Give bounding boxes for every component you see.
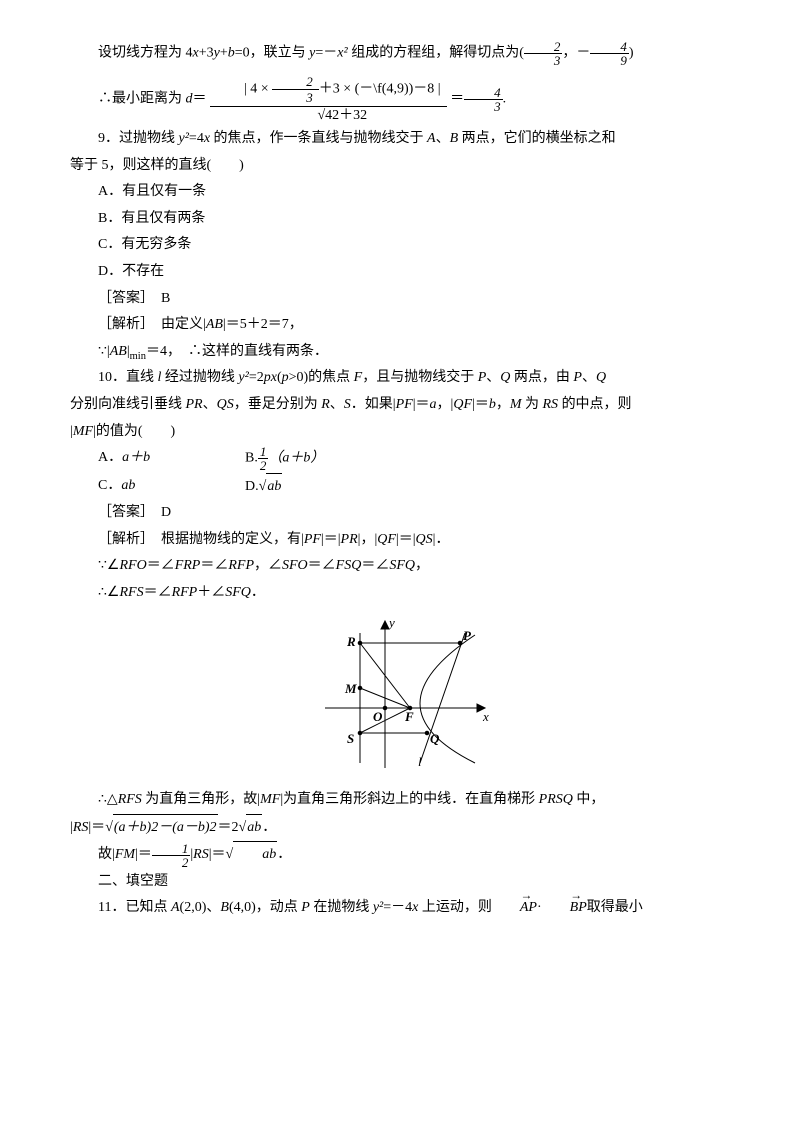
body-line: 设切线方程为 4x+3y+b=0，联立与 y=－x² 组成的方程组，解得切点为(…: [70, 40, 730, 67]
text: ，－: [562, 46, 590, 61]
text: ＝: [450, 92, 464, 107]
svg-text:F: F: [404, 709, 414, 724]
text: =0，联立与: [235, 46, 309, 61]
solution-line: ∵∠RFO＝∠FRP＝∠RFP，∠SFO＝∠FSQ＝∠SFQ，: [70, 553, 730, 580]
fraction: 23: [524, 40, 563, 67]
big-fraction: | 4 × 23＋3 × (－\f(4,9))－8 | √42＋32: [210, 73, 447, 126]
document-page: 设切线方程为 4x+3y+b=0，联立与 y=－x² 组成的方程组，解得切点为(…: [0, 0, 800, 1132]
option-a: A．有且仅有一条: [70, 179, 730, 206]
option-b: B．有且仅有两条: [70, 206, 730, 233]
options-row-2: C．ab D.√ab: [70, 473, 730, 501]
solution-line: ［解析］ 根据抛物线的定义，有|PF|＝|PR|，|QF|＝|QS|．: [70, 527, 730, 554]
question-9-cont: 等于 5，则这样的直线( ): [70, 153, 730, 180]
option-d: D．不存在: [70, 259, 730, 286]
options-row-1: A．a＋b B.12（a＋b）: [70, 445, 730, 472]
fraction: 43: [464, 86, 503, 113]
var: d: [186, 92, 193, 107]
text: 组成的方程组，解得切点为(: [348, 46, 524, 61]
answer: ［答案］ B: [70, 286, 730, 313]
question-10: 10．直线 l 经过抛物线 y²=2px(p>0)的焦点 F，且与抛物线交于 P…: [70, 365, 730, 392]
question-10-cont: |MF|的值为( ): [70, 419, 730, 446]
text: 设切线方程为 4: [98, 46, 193, 61]
var: x²: [337, 46, 347, 61]
svg-text:P: P: [463, 628, 472, 643]
svg-text:M: M: [344, 681, 357, 696]
var: b: [228, 46, 235, 61]
solution-line: ∴∠RFS＝∠RFP＋∠SFQ．: [70, 580, 730, 607]
geometry-diagram: y x R P M O F S Q l: [70, 613, 730, 784]
text: ): [629, 46, 634, 61]
svg-text:y: y: [387, 615, 395, 630]
section-heading: 二、填空题: [70, 869, 730, 896]
text: ＝: [193, 92, 207, 107]
svg-text:l: l: [418, 754, 422, 769]
answer: ［答案］ D: [70, 500, 730, 527]
solution-line: ∴△RFS 为直角三角形，故|MF|为直角三角形斜边上的中线．在直角梯形 PRS…: [70, 787, 730, 814]
svg-text:R: R: [346, 634, 356, 649]
option-c: C．有无穷多条: [70, 232, 730, 259]
solution-line: |RS|＝√(a＋b)2－(a－b)2＝2√ab．: [70, 814, 730, 842]
fraction: 49: [590, 40, 629, 67]
body-line: ∴最小距离为 d＝ | 4 × 23＋3 × (－\f(4,9))－8 | √4…: [70, 73, 730, 126]
svg-text:x: x: [482, 709, 489, 724]
solution-line: 故|FM|＝12|RS|＝√ab．: [70, 841, 730, 869]
text: =－: [315, 46, 337, 61]
question-10-cont: 分别向准线引垂线 PR、QS，垂足分别为 R、S．如果|PF|＝a，|QF|＝b…: [70, 392, 730, 419]
question-9: 9．过抛物线 y²=4x 的焦点，作一条直线与抛物线交于 A、B 两点，它们的横…: [70, 126, 730, 153]
question-11: 11．已知点 A(2,0)、B(4,0)，动点 P 在抛物线 y²=－4x 上运…: [70, 895, 730, 922]
svg-text:S: S: [347, 731, 354, 746]
text: ∴最小距离为: [98, 92, 186, 107]
svg-text:Q: Q: [430, 731, 440, 746]
text: +: [220, 46, 228, 61]
solution-line: ∵|AB|min＝4， ∴这样的直线有两条．: [70, 339, 730, 366]
solution-line: ［解析］ 由定义|AB|＝5＋2＝7，: [70, 312, 730, 339]
svg-text:O: O: [373, 709, 383, 724]
text: +3: [199, 46, 214, 61]
